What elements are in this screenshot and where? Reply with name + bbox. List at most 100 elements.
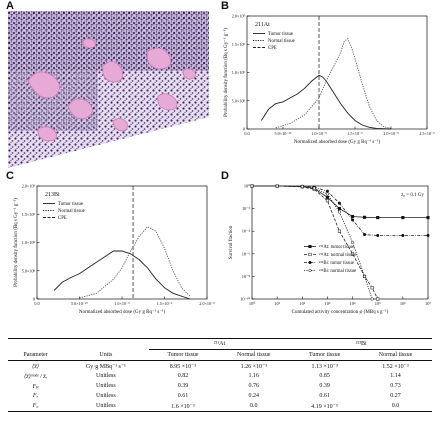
data-point — [376, 297, 380, 301]
legend-marker — [308, 252, 312, 257]
x-tick-label: 10⁵ — [375, 301, 381, 306]
data-point — [275, 184, 279, 188]
legend-label: CPE — [268, 46, 277, 51]
y-tick-label: 0 — [33, 297, 35, 302]
data-point — [337, 229, 341, 233]
legend-label: Normal tissue — [58, 209, 85, 214]
tissue-lumen — [146, 47, 172, 70]
legend-label: CPE — [58, 216, 67, 221]
y-tick-label: 5.0×10⁸ — [232, 98, 246, 103]
table-cell: 0.85 — [319, 373, 330, 379]
y-axis-label: Survival fraction — [229, 225, 234, 259]
y-tick-label: 1.5×10⁹ — [22, 212, 36, 217]
x-tick-label: 0.0 — [244, 131, 249, 136]
table-cell: 1.14 — [390, 373, 401, 379]
tissue-lumen — [182, 68, 196, 80]
table-cell: Unitless — [96, 373, 116, 379]
table-row: ⟨z̅⟩ Gy·g MBq⁻¹ s⁻¹ 8.95 ×10⁻³ 1.26 ×10⁻… — [8, 361, 432, 372]
tissue-lumen — [37, 126, 57, 142]
table-cell: 0.76 — [248, 383, 260, 389]
data-point — [376, 233, 380, 238]
data-point — [325, 195, 329, 199]
x-tick-label: 10⁶ — [400, 301, 406, 306]
col-header-units: Units — [99, 351, 113, 358]
results-table: ²¹¹At ²¹³Bi Parameter Units Tumor tissue… — [8, 338, 432, 412]
data-point — [325, 189, 329, 193]
x-tick-label: 10⁷ — [425, 301, 431, 306]
x-tick-label: 1.5×10⁻⁹ — [157, 301, 173, 306]
y-axis-label: Probability density function (Bq s Gy⁻¹ … — [13, 198, 19, 287]
data-point — [337, 210, 341, 214]
x-tick-label: 10³ — [325, 301, 331, 306]
legend-marker — [308, 244, 312, 249]
table-cell: 0.61 — [319, 393, 330, 399]
data-point — [401, 233, 405, 238]
y-tick-label: 1.0×10⁹ — [22, 240, 36, 245]
data-point — [363, 233, 367, 237]
table-cell: Gy·g MBq⁻¹ s⁻¹ — [85, 363, 126, 370]
series-line — [252, 185, 379, 300]
y-tick-label: 10⁻⁴ — [242, 229, 251, 234]
data-point — [351, 218, 355, 222]
data-point — [376, 216, 380, 220]
histology-svg — [8, 11, 209, 168]
y-axis-label: Probability density function (Bq s Gy⁻¹ … — [223, 28, 229, 117]
data-point — [337, 207, 341, 211]
data-point — [325, 199, 329, 203]
chart-c: 0.0 5.0×10⁻¹⁰ 1.0×10⁻⁹ 1.5×10⁻⁹ 2.0×10⁻⁹ 0 5.0… — [13, 184, 215, 316]
table-cell: 0.0 — [250, 403, 258, 409]
y-tick-label: 2.0×10⁹ — [232, 14, 246, 19]
x-tick-label: 10² — [299, 301, 305, 306]
data-point — [312, 186, 316, 190]
x-tick-label: 1.5×10⁻⁹ — [347, 131, 363, 136]
x-tick-label: 1.0×10⁻⁹ — [114, 301, 130, 306]
legend-label: ²¹³Bi: normal tissue — [319, 268, 356, 274]
table-cell: Fₚ — [32, 383, 39, 390]
table-cell: 1.6 ×10⁻³ — [171, 403, 195, 410]
legend-label: ²¹¹At: tumor tissue — [319, 244, 354, 250]
legend-marker — [308, 260, 312, 265]
col-header-at-tumor: Tumor tissue — [167, 352, 199, 358]
panel-label-a: A — [6, 0, 14, 12]
table-cell: 0.0 — [391, 403, 400, 409]
data-point — [337, 201, 341, 205]
x-axis-label: Normalized absorbed dose (Gy g Bq⁻¹ s⁻¹) — [294, 139, 381, 145]
legend-label: ²¹³Bi: tumor tissue — [319, 260, 354, 266]
legend-label: Normal tissue — [268, 39, 295, 44]
table-cell: Unitless — [96, 403, 116, 409]
table-cell: ⟨z̅⟩ᵐᵒᵈᵉ / z̅ₑ — [23, 373, 48, 380]
table-cell: F₀ — [32, 403, 39, 409]
histology-image — [8, 11, 209, 168]
chart-d: 10⁰ 10¹ 10² 10³ 10⁴ 10⁵ 10⁶ 10⁷ 10⁰ 10⁻² 10⁻⁴ 10⁻⁶ 1… — [229, 184, 431, 316]
y-tick-label: 1.5×10⁹ — [232, 42, 246, 47]
y-tick-label: 10⁻⁶ — [242, 251, 251, 256]
x-axis-label: Normalized absorbed dose (Gy g Bq⁻¹ s⁻¹) — [79, 309, 166, 315]
data-point — [370, 297, 374, 301]
x-tick-label: 2.0×10⁻⁹ — [199, 301, 215, 306]
table-row: Fₚ Unitless 0.39 0.76 0.39 0.73 — [8, 381, 432, 391]
table-cell: 0.61 — [177, 393, 189, 399]
legend-label: ²¹¹At: normal tissue — [319, 252, 356, 258]
table-cell: ⟨z̅⟩ — [32, 363, 40, 370]
data-point — [370, 286, 374, 290]
x-tick-label: 2.0×10⁻⁹ — [383, 131, 399, 136]
y-tick-label: 10⁻¹⁰ — [240, 297, 250, 302]
legend-marker — [308, 268, 312, 273]
x-tick-label: 10¹ — [274, 301, 280, 306]
col-header-bi-tumor: Tumor tissue — [308, 352, 341, 358]
x-axis-label: Cumulated activity concentration φ (MBq … — [292, 309, 389, 315]
table-cell: 1.13 ×10⁻³ — [311, 363, 338, 370]
data-point — [250, 184, 254, 188]
table-cell: 0.39 — [177, 383, 189, 389]
legend-label: Tumor tissue — [268, 32, 293, 37]
y-tick-label: 1.0×10⁹ — [232, 70, 246, 75]
x-tick-label: 2.5×10⁻⁹ — [419, 131, 435, 136]
table-cell: 4.19 ×10⁻⁵ — [311, 403, 338, 410]
series-line — [261, 74, 392, 130]
data-point — [351, 214, 355, 219]
data-point — [426, 233, 430, 238]
panel-label-c: C — [6, 170, 14, 182]
panel-label-b: B — [221, 0, 229, 12]
y-tick-label: 0 — [243, 127, 245, 132]
x-tick-label: 0.0 — [34, 301, 39, 306]
